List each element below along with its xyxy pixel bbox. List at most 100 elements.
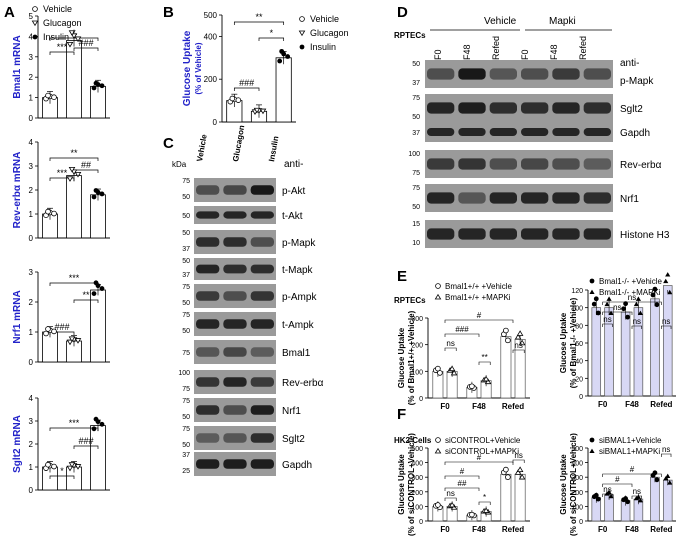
blot-d-pmapk-membrane bbox=[425, 60, 613, 88]
kda-mark: 75 bbox=[182, 312, 190, 319]
blot-d-reverb-band bbox=[427, 158, 455, 170]
legend-marker bbox=[589, 289, 595, 294]
data-point bbox=[652, 470, 658, 476]
x-tick-label: Refed bbox=[650, 525, 672, 534]
blot-d-sglt2-membrane bbox=[425, 94, 613, 122]
x-tick-label: F0 bbox=[598, 400, 608, 409]
data-point bbox=[503, 466, 509, 473]
data-point bbox=[518, 473, 526, 480]
data-point bbox=[99, 286, 105, 291]
data-point bbox=[514, 333, 522, 340]
legend-b-label-vehicle: Vehicle bbox=[310, 14, 339, 24]
sig-label: ** bbox=[481, 353, 487, 362]
sig-label: ns bbox=[662, 445, 670, 454]
sig-label: ### bbox=[54, 322, 69, 332]
kda-mark: 37 bbox=[412, 130, 420, 137]
data-point bbox=[503, 327, 509, 334]
legend-marker bbox=[434, 447, 442, 454]
data-point bbox=[625, 314, 630, 320]
data-point bbox=[652, 286, 658, 292]
blot-d-row-label: Sglt2 bbox=[620, 104, 643, 115]
blot-d-reverb-band bbox=[583, 158, 611, 170]
sig-bracket bbox=[631, 495, 642, 499]
panel-label-b: B bbox=[163, 4, 174, 21]
x-tick-label: F48 bbox=[472, 525, 486, 534]
data-point bbox=[99, 191, 105, 197]
chart-grouped bbox=[585, 447, 676, 522]
data-point bbox=[665, 272, 671, 277]
cell-label: RPTECs bbox=[394, 296, 426, 305]
blot-d-histoneh3-band bbox=[427, 228, 455, 240]
data-point bbox=[99, 421, 105, 427]
blot-d-pmapk-band bbox=[427, 68, 455, 80]
blot-c-tampk-band bbox=[250, 319, 274, 329]
data-point bbox=[482, 375, 490, 382]
blot-c-bmal1-band bbox=[250, 347, 274, 357]
blot-c-row-label: t-Mapk bbox=[282, 265, 314, 276]
sig-bracket bbox=[661, 325, 672, 329]
y-tick-label: 500 bbox=[411, 446, 423, 453]
legend-a-label-glucagon: Glucagon bbox=[43, 18, 82, 28]
y-tick-label: 60 bbox=[575, 341, 583, 348]
anti-label: anti- bbox=[620, 58, 639, 69]
blot-c-pmapk-band bbox=[223, 237, 247, 247]
legend-label: siCONTROL+MAPKi bbox=[445, 447, 519, 456]
bar bbox=[662, 479, 673, 522]
legend-b-label-glucagon: Glucagon bbox=[310, 28, 349, 38]
data-point bbox=[70, 33, 78, 40]
y-axis-label: Nrf1 mRNA bbox=[12, 290, 23, 343]
blot-d-histoneh3-band bbox=[458, 228, 486, 240]
blot-d-row-label: p-Mapk bbox=[620, 76, 654, 87]
x-tick-label: F48 bbox=[625, 400, 639, 409]
sig-bracket bbox=[478, 361, 491, 365]
data-point bbox=[637, 310, 643, 315]
y-tick-label: 400 bbox=[204, 32, 218, 41]
blot-c-reverb-band bbox=[223, 377, 247, 387]
sig-bracket bbox=[444, 475, 480, 479]
data-point bbox=[593, 296, 599, 302]
data-point bbox=[99, 83, 105, 89]
lane-label: Refed bbox=[578, 36, 588, 60]
data-point bbox=[623, 496, 628, 501]
blot-d-pmapk-band bbox=[489, 68, 517, 80]
bar bbox=[620, 311, 631, 397]
data-point bbox=[435, 502, 441, 508]
kda-mark: 75 bbox=[182, 398, 190, 405]
sig-label: ns bbox=[662, 317, 670, 326]
data-point bbox=[623, 301, 628, 307]
blot-c-tampk-band bbox=[223, 319, 247, 329]
y-tick-label: 0 bbox=[419, 519, 423, 526]
legend-label: Bmal1-/- +Vehicle bbox=[599, 277, 662, 286]
sig-bracket bbox=[258, 37, 285, 41]
blot-d-sglt2-band bbox=[458, 102, 486, 114]
legend-label: siBMAL1+MAPKi bbox=[599, 447, 660, 456]
blot-c-row-label: Gapdh bbox=[282, 460, 312, 471]
chart-bmal1-mrna bbox=[35, 15, 110, 119]
sig-label: ns bbox=[603, 485, 611, 494]
legend-marker bbox=[435, 283, 441, 289]
kda-mark: 50 bbox=[182, 230, 190, 237]
sig-bracket bbox=[602, 311, 633, 315]
kda-mark: 15 bbox=[412, 221, 420, 228]
y-axis-label-2: (% of siCONTROL+Vehicle) bbox=[569, 433, 578, 536]
blot-c-takt-band bbox=[196, 211, 220, 219]
y-axis-label: Sglt2 mRNA bbox=[12, 415, 23, 473]
data-point bbox=[450, 369, 458, 376]
blot-c-gapdh-band bbox=[250, 459, 274, 469]
y-tick-label: 100 bbox=[411, 369, 423, 376]
blot-d-pmapk-band bbox=[458, 68, 486, 80]
bar bbox=[500, 473, 512, 522]
data-point bbox=[51, 210, 57, 217]
kda-mark: 25 bbox=[182, 468, 190, 475]
kda-mark: 75 bbox=[412, 170, 420, 177]
legend-marker bbox=[589, 278, 595, 284]
blot-c-bmal1-band bbox=[196, 347, 220, 357]
data-point bbox=[93, 188, 99, 193]
blot-d-row-label: Histone H3 bbox=[620, 230, 670, 241]
x-tick-label: F48 bbox=[472, 402, 486, 411]
x-tick-label: F48 bbox=[625, 525, 639, 534]
sig-label: ns bbox=[446, 339, 454, 348]
panel-label-e: E bbox=[397, 268, 407, 285]
y-tick-label: 40 bbox=[575, 359, 583, 366]
